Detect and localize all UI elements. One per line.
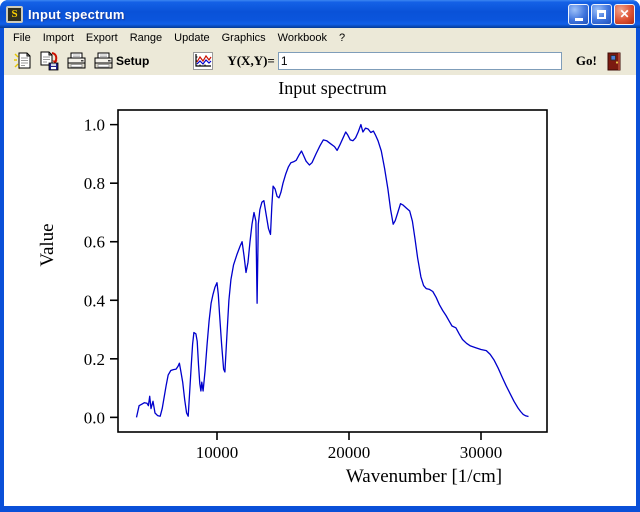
x-axis-label: Wavenumber [1/cm] [345,466,503,487]
new-document-button[interactable] [12,51,33,71]
y-tick-label: 0.4 [84,291,106,310]
print-button[interactable] [66,51,87,71]
y-tick-label: 0.2 [84,350,105,369]
minimize-button[interactable] [568,3,589,25]
menu-workbook[interactable]: Workbook [277,31,327,44]
menu-bar: File Import Export Range Update Graphics… [4,28,636,47]
plot-frame [117,109,548,433]
menu-help[interactable]: ? [338,31,346,44]
save-export-icon [40,51,59,71]
minimize-icon [574,17,583,21]
y-tick-label: 0.6 [84,233,105,252]
toolbar: Setup Y(X,Y)= Go! [4,47,636,76]
print-setup-icon [94,52,113,69]
print-setup-button[interactable]: Setup [93,51,159,71]
exit-door-icon [607,52,621,70]
menu-update[interactable]: Update [174,31,210,44]
close-button[interactable]: ✕ [614,3,635,25]
x-tick-label: 10000 [196,443,239,462]
formula-label: Y(X,Y)= [227,53,275,68]
window-controls: ✕ [568,3,635,25]
menu-import[interactable]: Import [42,31,74,44]
spectrum-plot: 0.0 0.2 0.4 0.6 0.8 1.0 10000 20000 30000 [84,109,548,462]
exit-button[interactable] [607,52,622,71]
x-tick-label: 30000 [460,443,503,462]
chart-area: Input spectrum Value Wavenumber [1/cm] 0… [4,76,636,506]
close-icon: ✕ [619,7,630,21]
window-body: File Import Export Range Update Graphics… [4,28,636,506]
print-icon [67,52,86,69]
y-tick-label: 0.0 [84,408,105,427]
formula-input[interactable] [277,52,562,70]
window-title: Input spectrum [28,6,125,22]
chart-title: Input spectrum [278,78,387,98]
print-setup-label: Setup [116,54,150,68]
go-button[interactable]: Go! [575,53,597,68]
maximize-button[interactable] [591,3,612,25]
y-tick-label: 0.8 [84,174,105,193]
menu-range[interactable]: Range [129,31,163,44]
menu-graphics[interactable]: Graphics [221,31,266,44]
menu-export[interactable]: Export [85,31,118,44]
maximize-icon [597,9,606,19]
graph-icon [193,52,214,70]
spectrum-line [135,123,529,418]
new-document-icon [14,52,31,70]
title-bar[interactable]: S Input spectrum ✕ [0,0,640,28]
x-tick-label: 20000 [328,443,371,462]
graphics-settings-button[interactable] [193,52,214,70]
y-tick-label: 1.0 [84,116,105,135]
save-export-button[interactable] [39,51,60,71]
menu-file[interactable]: File [13,31,31,44]
app-icon[interactable]: S [6,5,23,23]
